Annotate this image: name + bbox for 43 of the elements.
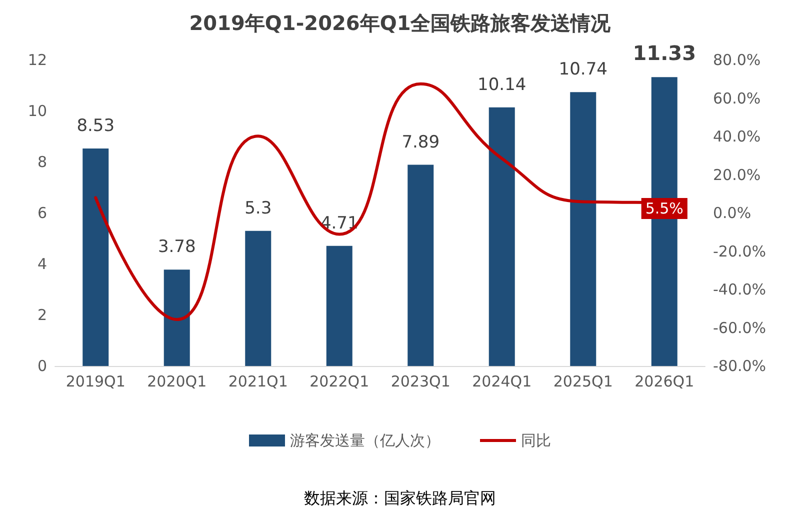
x-tick-label: 2020Q1 bbox=[147, 372, 207, 390]
y2-tick-label: 80.0% bbox=[713, 51, 761, 69]
y2-tick-label: 40.0% bbox=[713, 128, 761, 146]
data-label: 5.3 bbox=[244, 198, 272, 218]
x-tick-label: 2025Q1 bbox=[553, 372, 613, 390]
data-label: 8.53 bbox=[76, 116, 115, 136]
bar bbox=[408, 164, 434, 366]
y-tick-label: 12 bbox=[28, 51, 47, 69]
legend-label: 游客发送量（亿人次） bbox=[290, 432, 440, 450]
x-tick-label: 2024Q1 bbox=[472, 372, 532, 390]
x-tick-label: 2023Q1 bbox=[390, 372, 450, 390]
x-tick-label: 2026Q1 bbox=[634, 372, 694, 390]
bar bbox=[326, 246, 352, 366]
y-tick-label: 6 bbox=[37, 204, 47, 222]
data-label: 3.78 bbox=[158, 237, 196, 258]
chart-title: 2019年Q1-2026年Q1全国铁路旅客发送情况 bbox=[189, 11, 612, 35]
bar bbox=[570, 92, 596, 366]
x-tick-label: 2022Q1 bbox=[310, 372, 370, 390]
source-note: 数据来源：国家铁路局官网 bbox=[304, 488, 496, 508]
bar bbox=[245, 230, 272, 366]
y2-tick-label: -40.0% bbox=[713, 280, 766, 298]
data-label: 11.33 bbox=[632, 41, 696, 66]
data-label: 5.5% bbox=[645, 199, 684, 218]
y-tick-label: 2 bbox=[37, 306, 47, 324]
data-label: 10.14 bbox=[478, 74, 526, 95]
y-tick-label: 0 bbox=[37, 357, 47, 375]
y-tick-label: 8 bbox=[37, 153, 47, 171]
y2-tick-label: 0.0% bbox=[713, 204, 752, 222]
bar bbox=[164, 270, 190, 366]
y-tick-label: 4 bbox=[37, 255, 47, 273]
data-label: 7.89 bbox=[402, 132, 440, 152]
x-tick-label: 2021Q1 bbox=[228, 372, 288, 390]
y2-tick-label: -80.0% bbox=[713, 357, 766, 375]
data-label: 10.74 bbox=[558, 60, 608, 80]
bar bbox=[488, 107, 515, 366]
y2-tick-label: -60.0% bbox=[713, 318, 766, 337]
bar bbox=[82, 148, 109, 366]
y2-tick-label: -20.0% bbox=[713, 242, 766, 260]
y2-tick-label: 60.0% bbox=[713, 89, 761, 108]
y2-tick-label: 20.0% bbox=[713, 166, 761, 184]
x-tick-label: 2019Q1 bbox=[66, 372, 126, 390]
y-tick-label: 10 bbox=[28, 102, 47, 120]
legend-label: 同比 bbox=[521, 432, 551, 450]
